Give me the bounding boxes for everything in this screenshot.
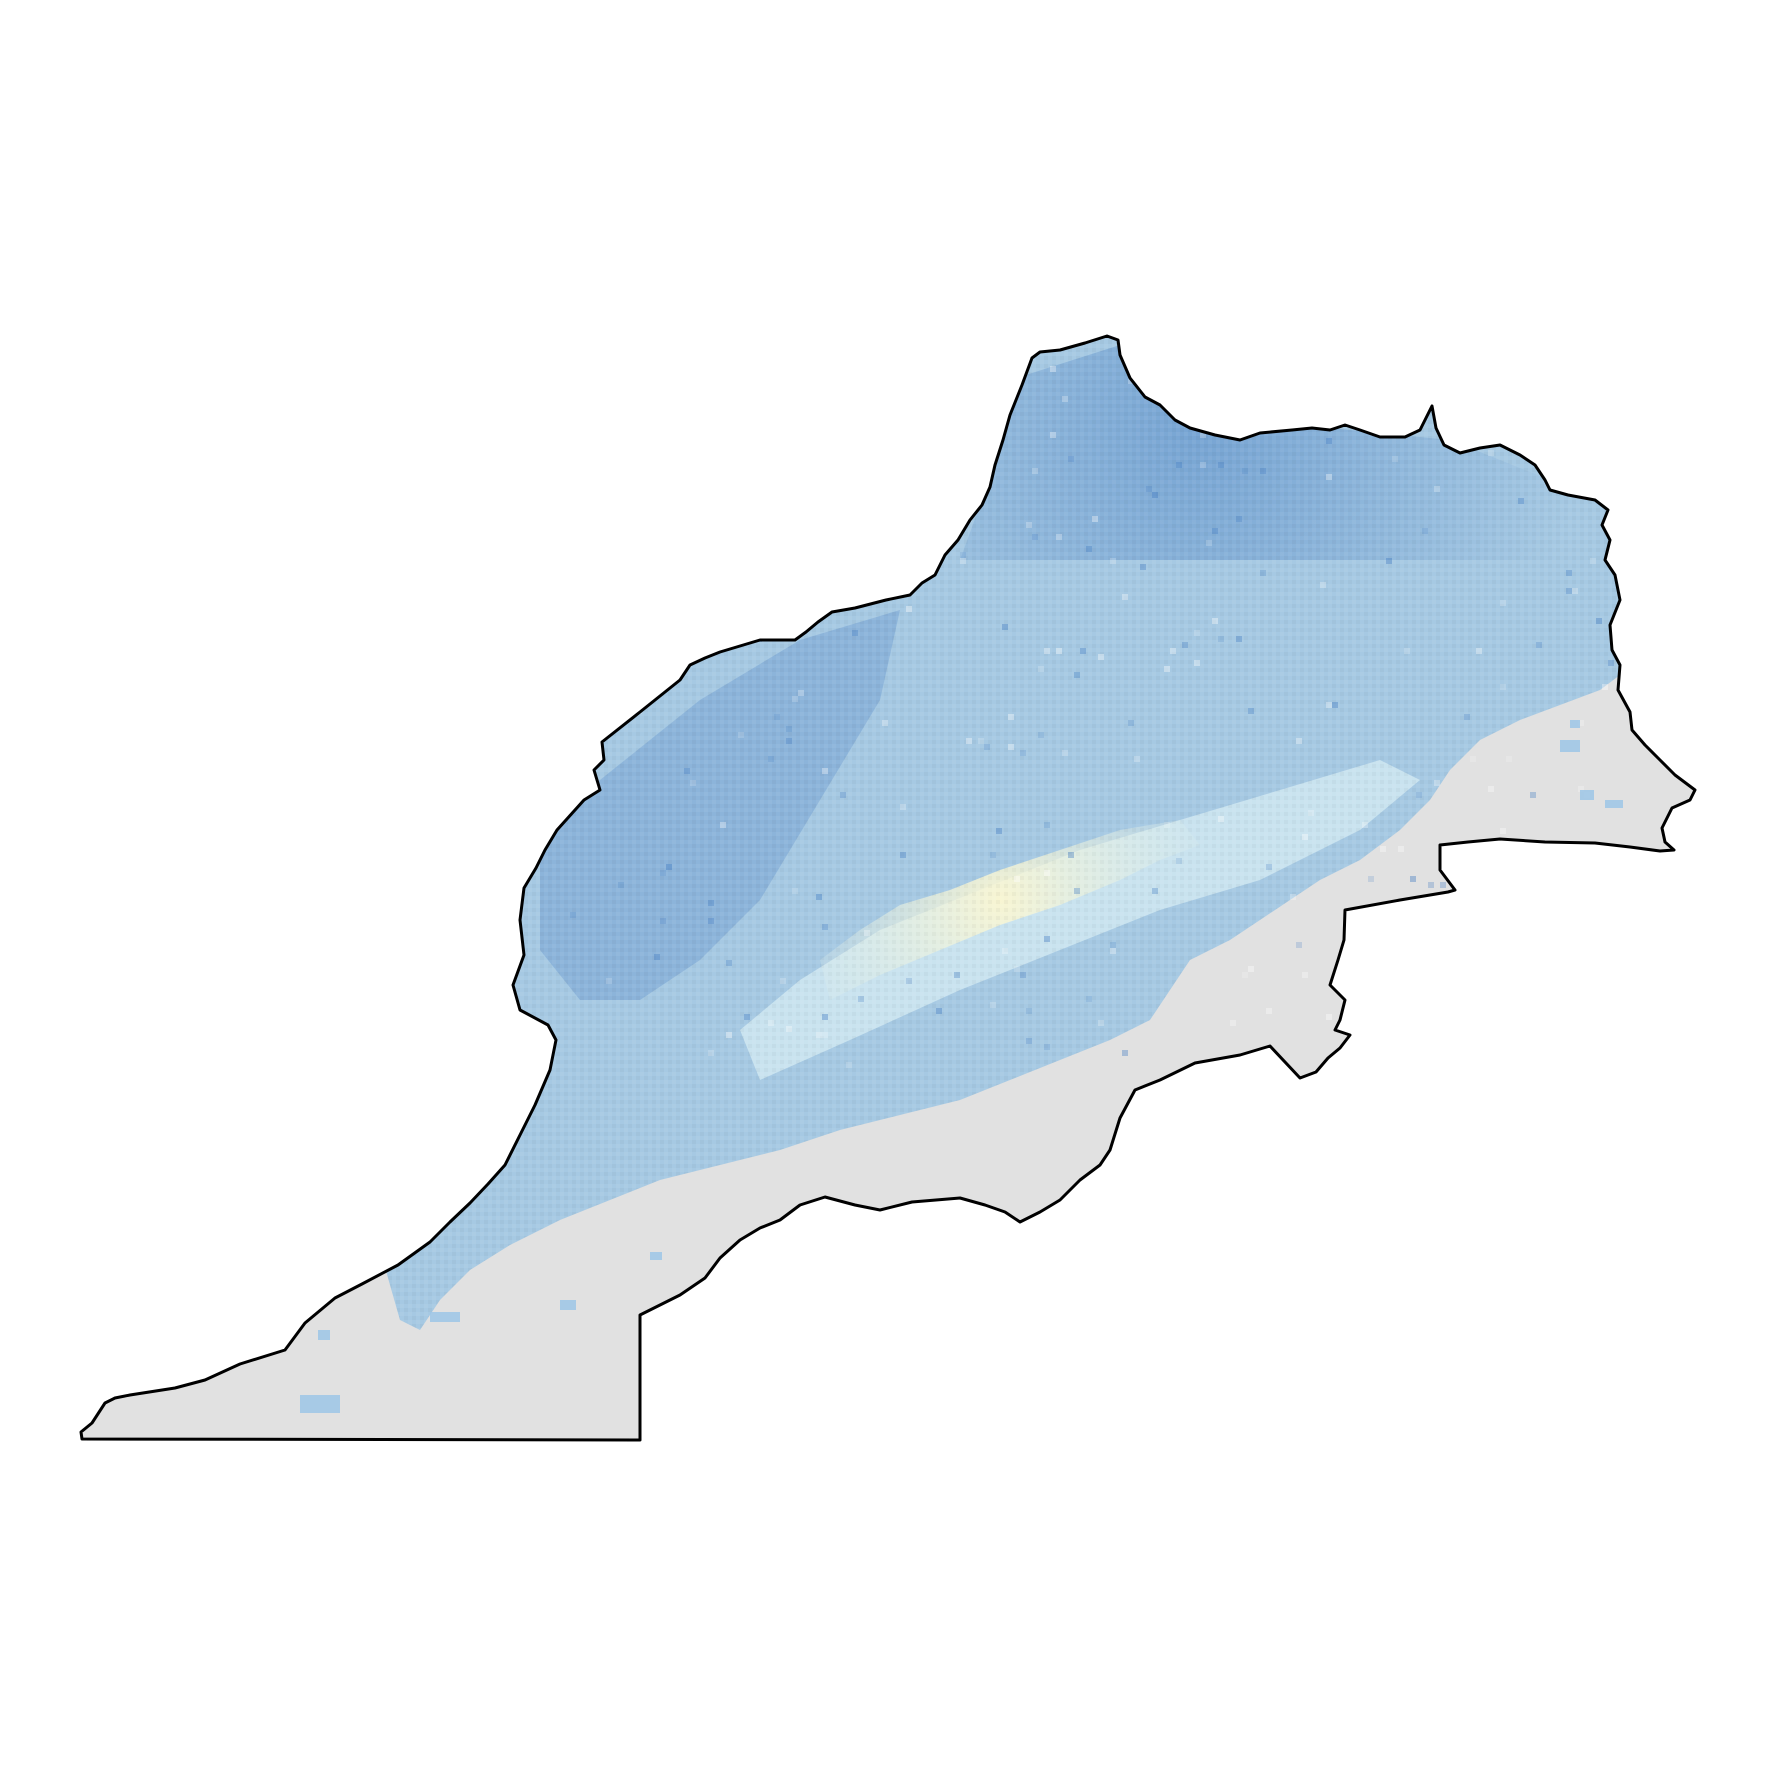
raster-patch (1605, 800, 1623, 808)
raster-patch (560, 1300, 576, 1310)
raster-patch (1560, 740, 1580, 752)
country-border (79, 334, 1697, 1442)
raster-patch (650, 1252, 662, 1260)
southern-raster-patches (300, 720, 1623, 1413)
raster-patch (300, 1395, 340, 1413)
raster-patch (318, 1330, 330, 1340)
raster-patch (1580, 790, 1594, 800)
raster-patch (1570, 720, 1580, 728)
raster-patch (430, 1312, 460, 1322)
